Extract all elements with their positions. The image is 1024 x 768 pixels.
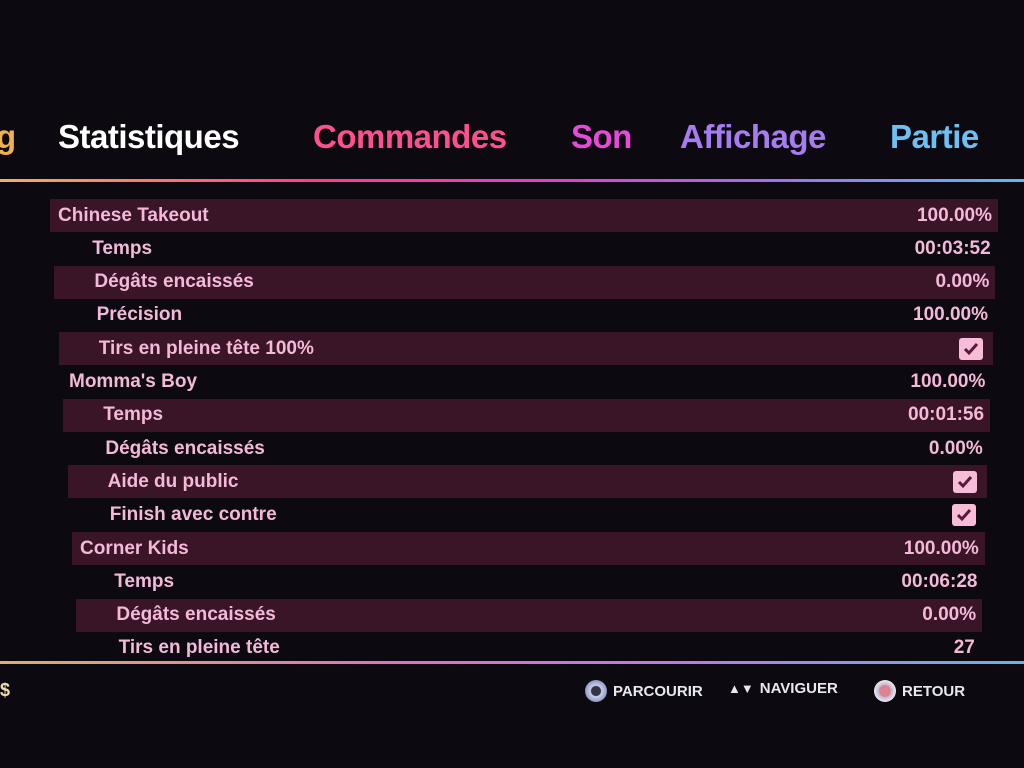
stat-label: Tirs en pleine tête [118, 637, 280, 659]
stat-label: Tirs en pleine tête 100% [98, 337, 314, 359]
divider-top [0, 179, 1024, 182]
checkmark-icon [952, 504, 977, 527]
stat-label: Corner Kids [80, 537, 189, 559]
stat-label: Finish avec contre [109, 504, 277, 526]
tab-partial[interactable]: g [0, 118, 16, 155]
stat-value: 100.00% [903, 537, 979, 559]
stat-value: 00:01:56 [908, 404, 985, 426]
stat-row[interactable]: Momma's Boy 100.00% [61, 366, 991, 399]
checkmark-icon [953, 470, 978, 493]
stat-label: Temps [103, 404, 164, 426]
stat-label: Temps [114, 570, 175, 592]
tab-partie[interactable]: Partie [890, 118, 979, 155]
divider-bottom [0, 661, 1024, 664]
money-indicator: $ [0, 680, 11, 700]
stat-label: Précision [96, 304, 183, 326]
tab-statistiques[interactable]: Statistiques [58, 118, 240, 155]
stat-row[interactable]: Finish avec contre [70, 499, 986, 532]
stat-row[interactable]: Tirs en pleine tête 100% [58, 332, 993, 366]
stat-value: 100.00% [916, 204, 992, 226]
stat-row[interactable]: Temps 00:06:28 [74, 565, 983, 598]
footer: $ PARCOURIR ▲▼ NAVIGUER RETOUR [0, 680, 1024, 706]
category-tabs: g Statistiques Commandes Son Affichage P… [0, 118, 1024, 168]
stat-value: 100.00% [910, 371, 986, 392]
stat-label: Temps [92, 237, 153, 259]
hint-parcourir: PARCOURIR [585, 680, 703, 702]
stat-value: 27 [953, 637, 975, 659]
stat-label: Dégâts encaissés [94, 271, 254, 293]
hint-label: RETOUR [902, 682, 966, 700]
stat-row[interactable]: Aide du public [67, 465, 988, 499]
stat-value: 00:06:28 [901, 570, 978, 592]
stat-label: Dégâts encaissés [116, 604, 276, 626]
stat-value: 0.00% [922, 604, 977, 626]
tab-commandes[interactable]: Commandes [313, 118, 507, 155]
hint-naviguer: ▲▼ NAVIGUER [728, 680, 838, 697]
stat-value: 100.00% [913, 304, 989, 326]
stat-value: 00:03:52 [914, 237, 991, 259]
stat-row[interactable]: Temps 00:01:56 [63, 398, 991, 432]
hint-label: PARCOURIR [613, 682, 703, 700]
stats-list[interactable]: Chinese Takeout 100.00% Temps 00:03:52 Dégât… [0, 199, 1024, 661]
stat-row[interactable]: Dégâts encaissés 0.00% [65, 432, 988, 465]
stat-label: Dégâts encaissés [105, 437, 265, 459]
tab-affichage[interactable]: Affichage [680, 118, 826, 155]
stat-label: Chinese Takeout [58, 204, 209, 226]
stat-label: Momma's Boy [69, 371, 198, 392]
hint-label: NAVIGUER [759, 680, 838, 697]
stat-row[interactable]: Précision 100.00% [57, 299, 994, 332]
stat-row[interactable]: Dégâts encaissés 0.00% [54, 265, 996, 299]
stat-row[interactable]: Corner Kids 100.00% [72, 532, 985, 565]
stat-row[interactable]: Chinese Takeout 100.00% [50, 199, 998, 232]
stat-label: Aide du public [107, 470, 239, 492]
r-stick-icon [585, 680, 607, 702]
stat-value: 0.00% [935, 271, 990, 293]
stat-row[interactable]: Dégâts encaissés 0.00% [76, 598, 983, 632]
tab-son[interactable]: Son [571, 118, 632, 155]
stat-row[interactable]: Temps 00:03:52 [52, 232, 996, 265]
stat-row[interactable]: Tirs en pleine tête 27 [79, 632, 981, 661]
checkmark-icon [958, 337, 983, 360]
dpad-up-down-icon: ▲▼ [728, 681, 754, 696]
stat-value: 0.00% [928, 437, 983, 459]
circle-button-icon [874, 680, 896, 702]
hint-retour: RETOUR [874, 680, 965, 702]
